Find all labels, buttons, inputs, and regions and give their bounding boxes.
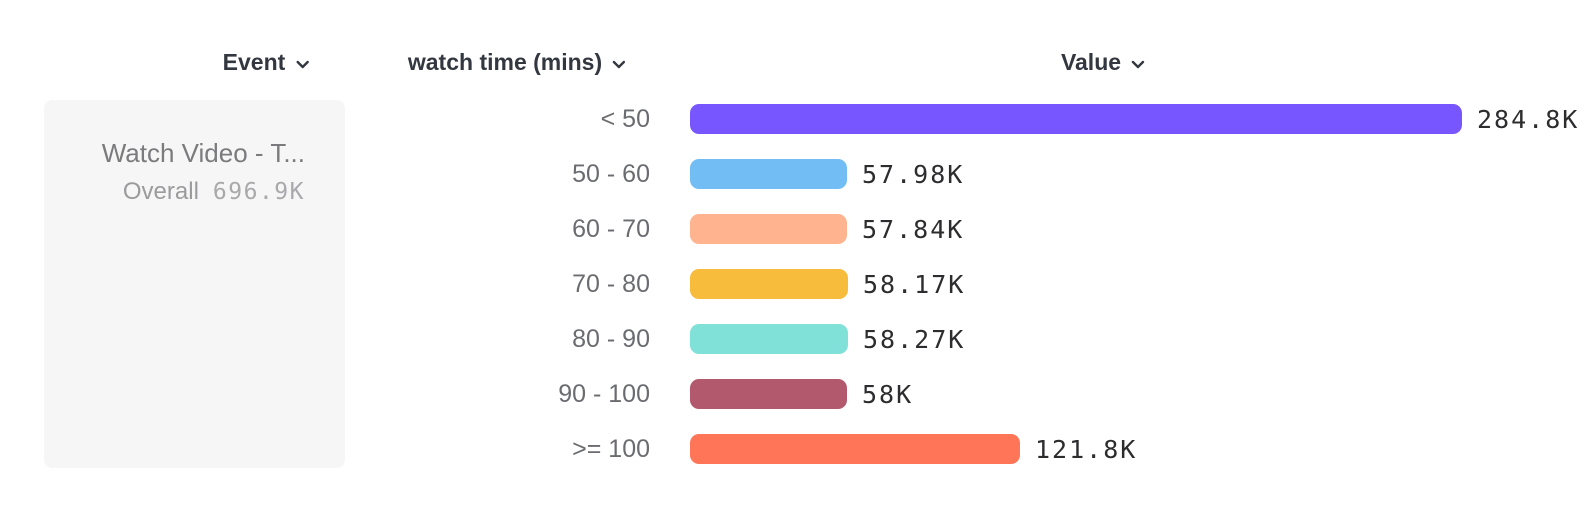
bar[interactable]	[690, 159, 847, 189]
bar-row: 70 - 80 58.17K	[0, 269, 1592, 299]
bar[interactable]	[690, 324, 848, 354]
bar-row: 90 - 100 58K	[0, 379, 1592, 409]
bar-value-label: 58.17K	[863, 269, 966, 299]
bar-row: 50 - 60 57.98K	[0, 159, 1592, 189]
overall-label: Overall	[122, 178, 199, 205]
chevron-down-icon	[296, 60, 309, 69]
event-title: Watch Video - T...	[101, 138, 305, 168]
overall-value: 696.9K	[212, 179, 305, 205]
bar-row: 80 - 90 58.27K	[0, 324, 1592, 354]
bar-value-label: 121.8K	[1035, 434, 1138, 464]
column-header-watch-time-label: watch time (mins)	[407, 49, 603, 75]
bar-category-label: 70 - 80	[572, 269, 650, 298]
chevron-down-icon	[1131, 60, 1145, 69]
bar[interactable]	[690, 379, 847, 409]
event-card[interactable]: Watch Video - T... Overall 696.9K	[44, 100, 345, 468]
event-overall-row: Overall 696.9K	[62, 178, 305, 206]
column-header-event-label: Event	[222, 49, 286, 75]
column-header-value-label: Value	[1060, 49, 1122, 75]
chevron-down-icon	[612, 60, 626, 69]
bar-value-label: 57.84K	[862, 214, 965, 244]
bar-value-label: 284.8K	[1477, 104, 1580, 134]
bar-category-label: < 50	[600, 104, 650, 133]
bar-row: >= 100 121.8K	[0, 434, 1592, 464]
column-header-value[interactable]: Value	[1061, 49, 1145, 76]
bar-category-label: 90 - 100	[558, 379, 650, 408]
bar-category-label: 50 - 60	[572, 159, 650, 188]
bar-row: < 50 284.8K	[0, 104, 1592, 134]
column-header-event[interactable]: Event	[223, 49, 310, 76]
bar[interactable]	[690, 269, 848, 299]
bar-row: 60 - 70 57.84K	[0, 214, 1592, 244]
column-header-watch-time[interactable]: watch time (mins)	[408, 49, 626, 76]
bar-category-label: 60 - 70	[572, 214, 650, 243]
bar-value-label: 58K	[862, 379, 914, 409]
bar-chart: < 50 284.8K 50 - 60 57.98K 60 - 70 57.84K 70 -…	[0, 104, 1592, 464]
bar-category-label: 80 - 90	[572, 324, 650, 353]
bar-value-label: 58.27K	[863, 324, 966, 354]
bar[interactable]	[690, 434, 1020, 464]
bar[interactable]	[690, 214, 847, 244]
bar-category-label: >= 100	[572, 434, 650, 463]
bar[interactable]	[690, 104, 1462, 134]
bar-value-label: 57.98K	[862, 159, 965, 189]
